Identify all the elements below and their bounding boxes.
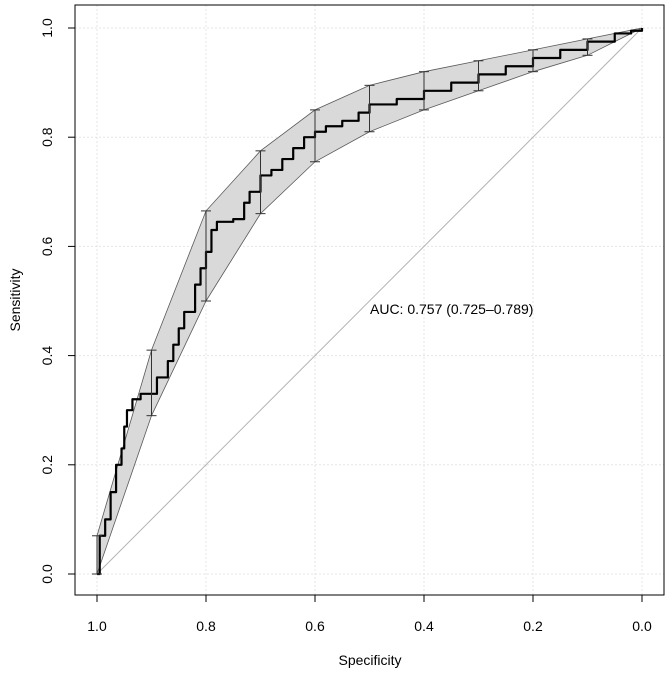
x-tick-label: 0.2 <box>523 618 543 634</box>
y-axis-title: Sensitivity <box>7 268 23 331</box>
x-tick-label: 1.0 <box>87 618 107 634</box>
axis-layer: 1.0 0.8 0.6 0.4 0.2 0.0 0.0 0.2 0.4 0.6 0.8 1.0 <box>39 18 652 634</box>
y-tick-label: 0.6 <box>39 236 55 256</box>
y-tick-label: 0.2 <box>39 455 55 475</box>
plot-frame <box>74 4 665 596</box>
auc-annotation: AUC: 0.757 (0.725–0.789) <box>370 301 533 317</box>
y-tick-label: 0.8 <box>39 127 55 147</box>
y-tick-label: 0.0 <box>39 564 55 584</box>
y-tick-label: 1.0 <box>39 18 55 38</box>
x-axis-title: Specificity <box>338 652 401 668</box>
x-tick-label: 0.6 <box>305 618 325 634</box>
x-tick-label: 0.4 <box>414 618 434 634</box>
x-tick-label: 0.0 <box>632 618 652 634</box>
y-tick-label: 0.4 <box>39 346 55 366</box>
x-tick-label: 0.8 <box>196 618 216 634</box>
reference-line-layer <box>96 27 643 575</box>
reference-diagonal <box>96 27 643 575</box>
ci-bars-layer <box>92 38 593 575</box>
